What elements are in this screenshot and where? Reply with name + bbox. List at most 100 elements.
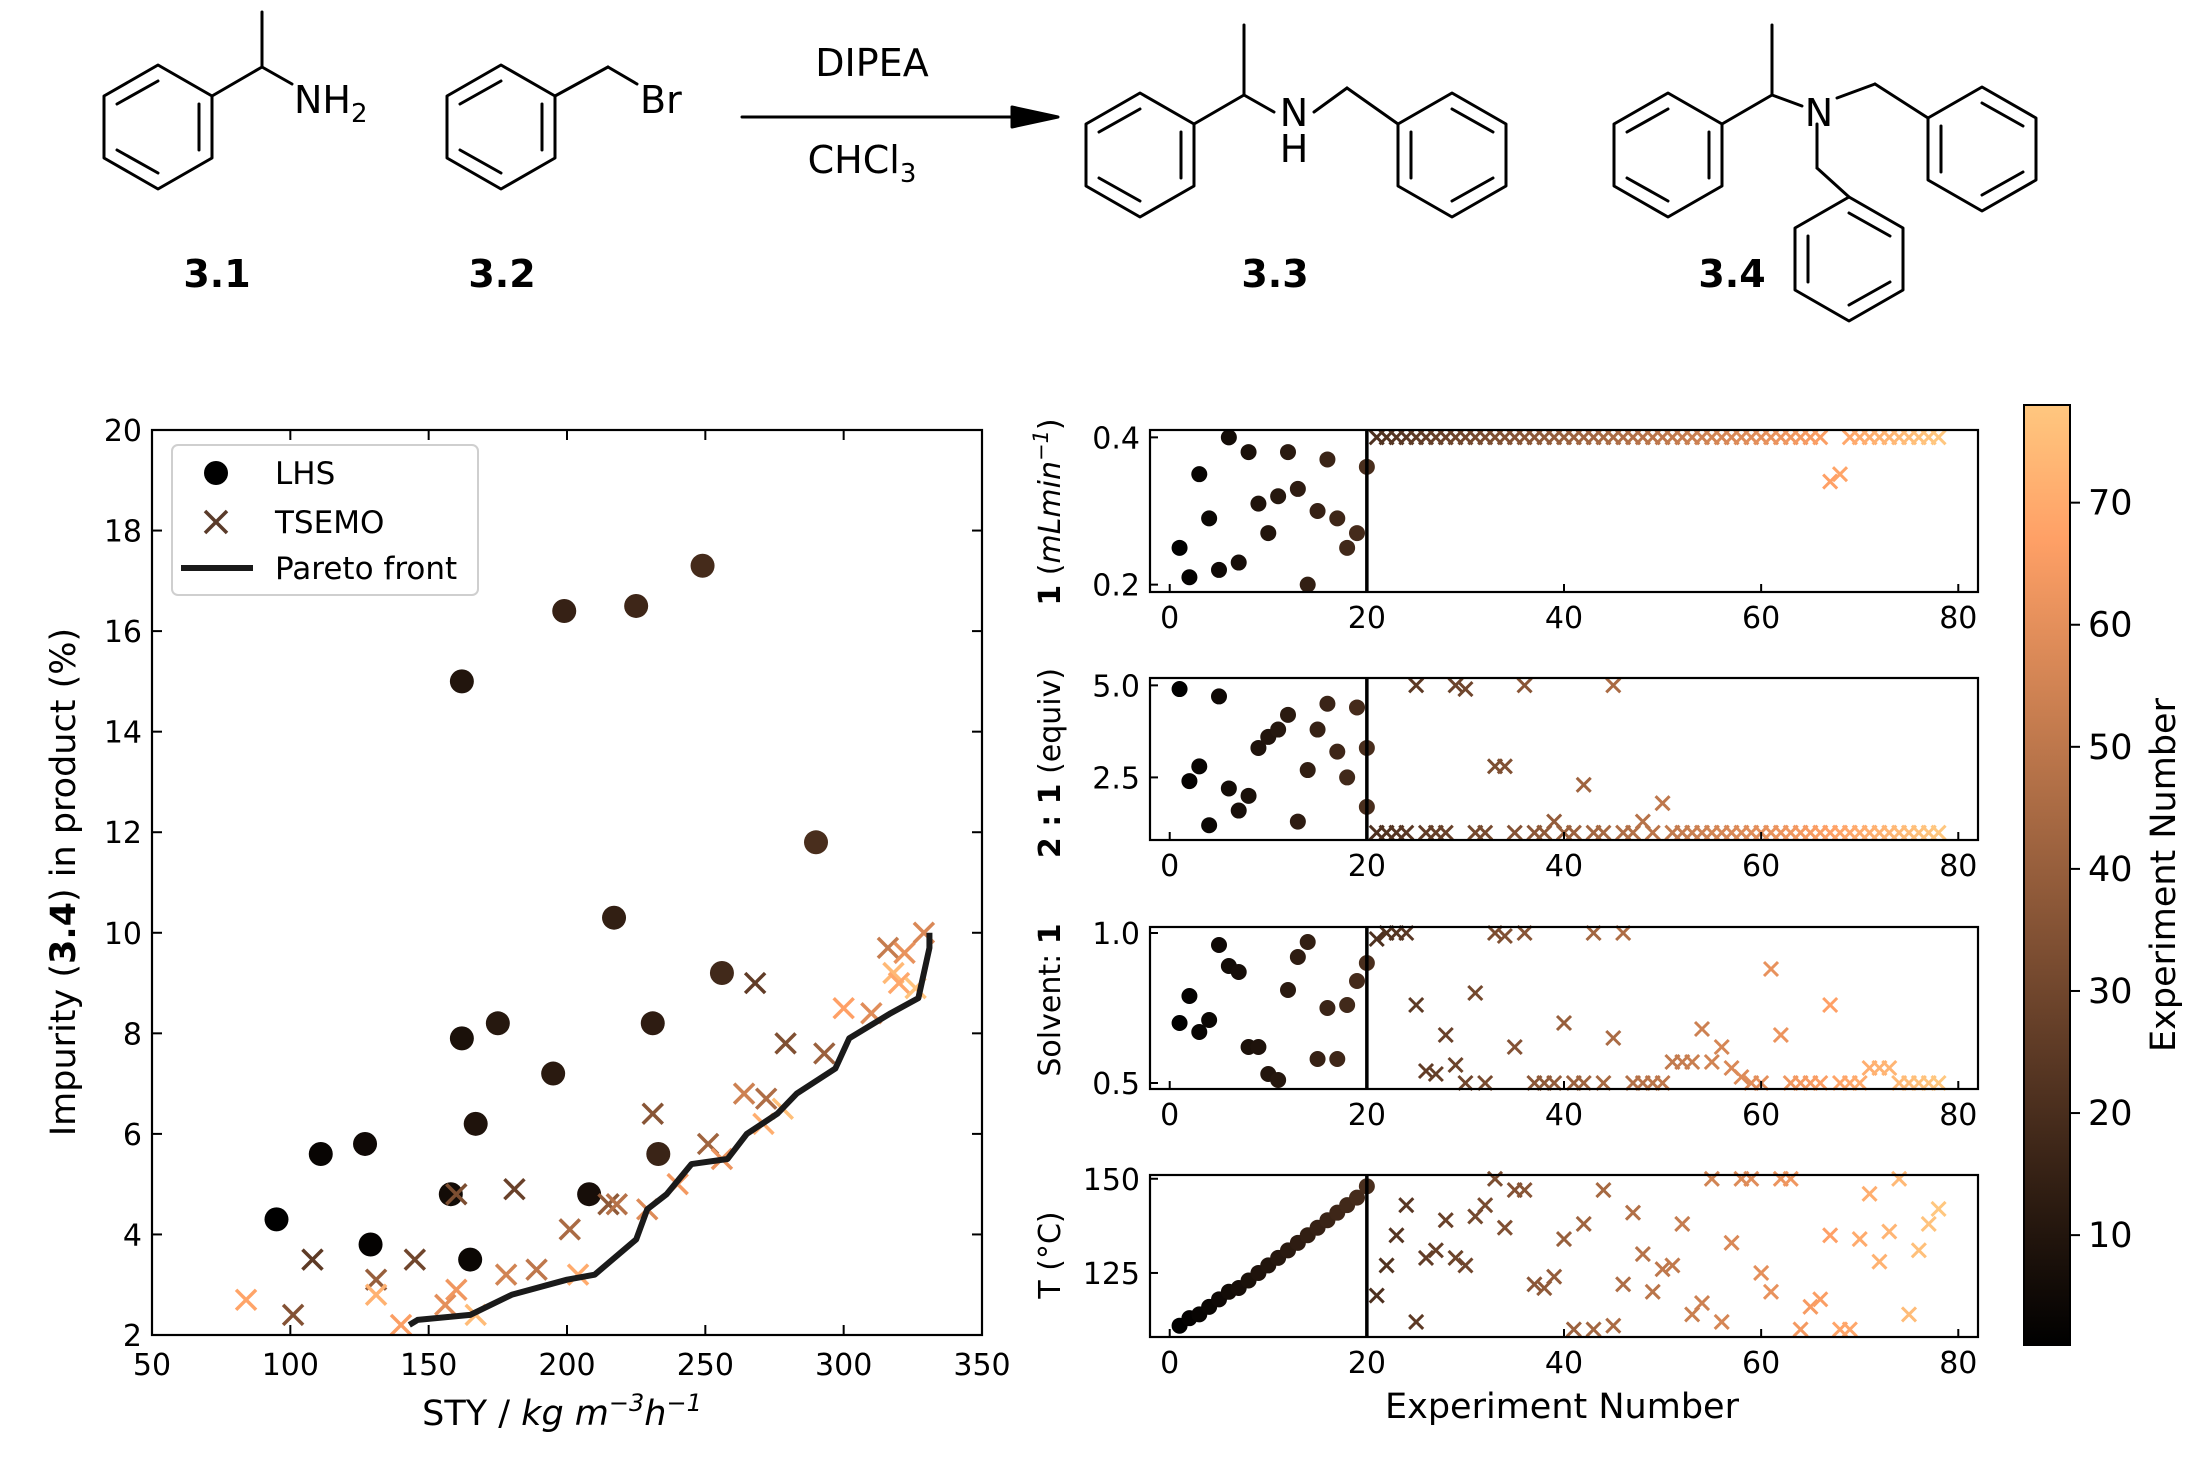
temperature-y-axis-label: T (°C) — [1033, 1211, 1068, 1299]
solvent-tsemo-point — [1693, 1020, 1711, 1038]
solvent-plot-frame — [1148, 925, 1980, 1091]
solvent-tsemo-point — [1575, 1074, 1592, 1092]
temperature-tsemo-point — [1398, 1197, 1415, 1214]
temperature-tsemo-point — [1437, 1212, 1454, 1229]
temperature-tsemo-point — [1417, 1249, 1435, 1266]
temperature-y-tick-label: 125 — [1083, 1257, 1140, 1292]
temperature-tsemo-point — [1753, 1264, 1770, 1282]
temperature-tsemo-point — [1447, 1249, 1464, 1266]
ratio-lhs-point — [1191, 758, 1208, 775]
flow-lhs-point — [1289, 480, 1306, 497]
ratio-lhs-point — [1240, 787, 1257, 804]
solvent-tsemo-point — [1595, 1074, 1612, 1092]
colorbar-tick-label: 10 — [2088, 1216, 2133, 1256]
temperature-x-tick-label: 80 — [1939, 1346, 1977, 1381]
flow-lhs-point — [1319, 451, 1336, 468]
panel-solvent: 0 20 40 60 80 0.5 1.0 — [1092, 917, 1980, 1133]
ratio-lhs-point — [1299, 762, 1316, 779]
solvent-x-tick-label: 60 — [1742, 1098, 1780, 1133]
lhs-point — [458, 1247, 483, 1272]
ratio-lhs-point — [1309, 721, 1326, 738]
nh2-label: NH2 — [294, 78, 368, 129]
reaction-arrow — [740, 105, 1060, 129]
solvent-tsemo-point — [1516, 924, 1533, 942]
ratio-tsemo-point — [1516, 677, 1533, 694]
solvent-tsemo-point — [1555, 1014, 1573, 1032]
ratio-y-tick-label: 2.5 — [1092, 761, 1140, 796]
lhs-point — [690, 553, 715, 578]
solvent-tsemo-point — [1427, 1065, 1444, 1083]
tsemo-point — [445, 1182, 468, 1206]
solvent-tsemo-point — [1615, 924, 1632, 942]
compound-label-3-3: 3.3 — [1241, 252, 1308, 296]
temperature-tsemo-point — [1900, 1306, 1918, 1323]
lhs-point — [640, 1011, 665, 1036]
temperature-tsemo-point — [1555, 1230, 1573, 1248]
colorbar-tick-label: 30 — [2088, 972, 2133, 1012]
main-y-tick-label: 6 — [123, 1118, 142, 1153]
solvent-x-tick-label: 40 — [1545, 1098, 1583, 1133]
main-x-tick-label: 150 — [400, 1348, 457, 1383]
flow-x-tick-label: 60 — [1742, 601, 1780, 636]
ratio-tsemo-point — [1477, 824, 1494, 841]
solvent-lhs-point — [1181, 988, 1198, 1004]
main-x-axis-label: STY / kg m−3h−1 — [422, 1389, 702, 1434]
ratio-lhs-point — [1171, 681, 1188, 698]
lhs-point — [463, 1111, 488, 1136]
temperature-tsemo-point — [1408, 1313, 1425, 1330]
solvent-lhs-point — [1211, 937, 1227, 953]
flow-lhs-point — [1211, 561, 1227, 578]
tsemo-point — [434, 1293, 457, 1317]
temperature-tsemo-point — [1851, 1230, 1868, 1248]
solvent-lhs-point — [1250, 1039, 1267, 1055]
flow-x-tick-label: 20 — [1348, 601, 1386, 636]
main-y-axis-label: Impurity (3.4) in product (%) — [44, 628, 84, 1136]
lhs-point — [552, 599, 577, 623]
solvent-tsemo-point — [1417, 1062, 1435, 1080]
ratio-lhs-point — [1329, 743, 1346, 760]
solvent-lhs-point — [1349, 973, 1365, 989]
lhs-point — [541, 1061, 566, 1086]
solvent-tsemo-point — [1437, 1026, 1454, 1044]
temperature-lhs-point — [1349, 1189, 1365, 1206]
flow-lhs-point — [1230, 554, 1247, 571]
main-y-tick-label: 14 — [104, 716, 142, 751]
ratio-tsemo-point — [1437, 824, 1454, 841]
ratio-tsemo-point — [1565, 824, 1582, 841]
solvent-y-tick-label: 1.0 — [1092, 917, 1140, 952]
temperature-tsemo-point — [1861, 1185, 1878, 1202]
ratio-tsemo-point — [1447, 677, 1464, 694]
legend: LHS TSEMO Pareto front — [171, 444, 479, 596]
solvent-tsemo-point — [1930, 1074, 1947, 1092]
main-y-tick-label: 4 — [123, 1218, 142, 1253]
ratio-x-tick-label: 60 — [1742, 849, 1780, 884]
flow-x-tick-label: 80 — [1939, 601, 1977, 636]
structure-3-1 — [102, 10, 294, 191]
lhs-point — [804, 830, 828, 855]
flow-lhs-point — [1260, 525, 1277, 542]
temperature-tsemo-point — [1477, 1197, 1494, 1214]
main-y-tick-label: 10 — [104, 917, 142, 952]
solvent-lhs-point — [1329, 1051, 1346, 1067]
temperature-tsemo-point — [1891, 1170, 1908, 1187]
flow-lhs-point — [1201, 510, 1218, 527]
main-x-tick-label: 50 — [133, 1348, 171, 1383]
temperature-tsemo-point — [1595, 1182, 1612, 1199]
temperature-tsemo-point — [1693, 1295, 1711, 1312]
main-y-tick-label: 16 — [104, 615, 142, 650]
temperature-tsemo-point — [1910, 1242, 1927, 1259]
flow-lhs-point — [1349, 525, 1365, 542]
temperature-tsemo-point — [1457, 1257, 1474, 1274]
legend-tsemo-marker — [203, 509, 229, 535]
compound-label-3-4: 3.4 — [1698, 252, 1765, 296]
solvent-tsemo-point — [1585, 924, 1602, 942]
flow-lhs-point — [1309, 503, 1326, 519]
panel-ratio: 0 20 40 60 80 2.5 5.0 — [1092, 669, 1980, 884]
solvent-tsemo-point — [1851, 1074, 1868, 1092]
ratio-y-tick-label: 5.0 — [1092, 669, 1140, 704]
colorbar-tick-label: 50 — [2088, 728, 2133, 768]
temperature-tsemo-point — [1388, 1227, 1405, 1244]
main-y-tick-label: 12 — [104, 816, 142, 851]
solvent-lhs-point — [1270, 1072, 1287, 1088]
flow-y-tick-label: 0.4 — [1092, 421, 1140, 456]
